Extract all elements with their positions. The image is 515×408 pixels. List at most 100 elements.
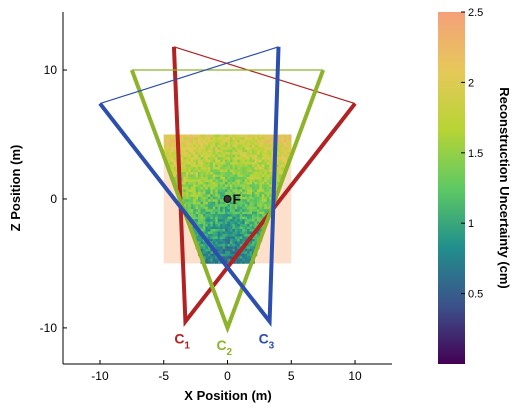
heatmap-cell: [276, 149, 280, 153]
heatmap-cell: [212, 186, 216, 190]
heatmap-cell: [222, 189, 226, 192]
heatmap-cell: [252, 196, 255, 200]
heatmap-cell: [244, 198, 248, 202]
heatmap-cell: [239, 226, 243, 230]
heatmap-cell: [247, 226, 250, 230]
heatmap-cell: [234, 258, 238, 262]
heatmap-cell: [222, 255, 226, 259]
heatmap-cell: [269, 194, 272, 197]
heatmap-cell: [193, 206, 196, 210]
heatmap-cell: [237, 194, 241, 197]
heatmap-cell: [227, 151, 231, 155]
heatmap-cell: [244, 191, 248, 195]
heatmap-cell: [207, 141, 211, 145]
heatmap-cell: [276, 136, 280, 140]
heatmap-cell: [207, 223, 211, 227]
heatmap-cell: [205, 151, 209, 155]
heatmap-cell: [198, 181, 201, 185]
heatmap-cell: [239, 243, 243, 247]
heatmap-cell: [234, 198, 238, 202]
heatmap-cell: [180, 151, 184, 155]
heatmap-cell: [239, 154, 243, 158]
heatmap-cell: [163, 134, 167, 138]
heatmap-cell: [183, 194, 187, 197]
heatmap-cell: [261, 156, 265, 160]
heatmap-cell: [220, 223, 223, 227]
heatmap-cell: [261, 136, 265, 140]
heatmap-cell: [202, 194, 206, 197]
heatmap-cell: [212, 198, 216, 202]
heatmap-cell: [210, 154, 214, 158]
heatmap-cell: [256, 216, 260, 220]
heatmap-cell: [232, 211, 236, 215]
heatmap-cell: [269, 196, 272, 200]
camera-1-far-edge: [173, 46, 356, 105]
heatmap-cell: [217, 216, 221, 220]
heatmap-cell: [222, 141, 226, 145]
heatmap-cell: [279, 161, 282, 165]
heatmap-cell: [229, 146, 233, 150]
heatmap-cell: [193, 141, 196, 145]
heatmap-cell: [252, 248, 255, 252]
heatmap-cell: [215, 134, 218, 138]
heatmap-cell: [242, 231, 245, 234]
heatmap-cell: [200, 246, 204, 249]
heatmap-cell: [266, 194, 270, 197]
heatmap-cell: [210, 186, 214, 190]
heatmap-cell: [242, 134, 245, 138]
heatmap-cell: [183, 136, 187, 140]
heatmap-cell: [252, 226, 255, 230]
heatmap-cell: [198, 141, 201, 145]
heatmap-cell: [180, 149, 184, 153]
heatmap-cell: [242, 251, 245, 254]
heatmap-cell: [266, 181, 270, 185]
heatmap-cell: [195, 156, 199, 160]
heatmap-cell: [198, 216, 201, 220]
heatmap-cell: [207, 189, 211, 192]
heatmap-cell: [249, 251, 253, 254]
heatmap-cell: [234, 223, 238, 227]
heatmap-cell: [183, 179, 187, 182]
heatmap-cell: [266, 149, 270, 153]
heatmap-cell: [244, 208, 248, 212]
heatmap-cell: [185, 139, 189, 143]
heatmap-cell: [279, 151, 282, 155]
heatmap-cell: [195, 233, 199, 237]
heatmap-cell: [242, 216, 245, 220]
heatmap-cell: [220, 251, 223, 254]
heatmap-cell: [200, 144, 204, 148]
heatmap-cell: [288, 146, 292, 150]
heatmap-cell: [249, 206, 253, 210]
heatmap-cell: [225, 258, 228, 262]
heatmap-cell: [229, 243, 233, 247]
heatmap-cell: [239, 136, 243, 140]
heatmap-cell: [200, 218, 204, 222]
heatmap-cell: [185, 186, 189, 190]
heatmap-cell: [261, 216, 265, 220]
heatmap-cell: [215, 198, 218, 202]
heatmap-cell: [254, 151, 258, 155]
heatmap-cell: [176, 179, 179, 182]
heatmap-cell: [205, 255, 209, 259]
heatmap-cell: [210, 198, 214, 202]
heatmap-cell: [212, 213, 216, 217]
heatmap-cell: [256, 164, 260, 168]
heatmap-cell: [239, 194, 243, 197]
heatmap-cell: [254, 136, 258, 140]
heatmap-cell: [244, 164, 248, 168]
heatmap-cell: [202, 166, 206, 170]
heatmap-cell: [239, 258, 243, 262]
heatmap-cell: [252, 208, 255, 212]
heatmap-cell: [202, 223, 206, 227]
heatmap-cell: [220, 146, 223, 150]
heatmap-cell: [171, 159, 174, 163]
heatmap-cell: [217, 251, 221, 254]
heatmap-cell: [225, 255, 228, 259]
heatmap-cell: [247, 218, 250, 222]
heatmap-cell: [244, 154, 248, 158]
heatmap-cell: [252, 194, 255, 197]
heatmap-cell: [217, 136, 221, 140]
heatmap-cell: [227, 184, 231, 187]
heatmap-cell: [195, 164, 199, 168]
